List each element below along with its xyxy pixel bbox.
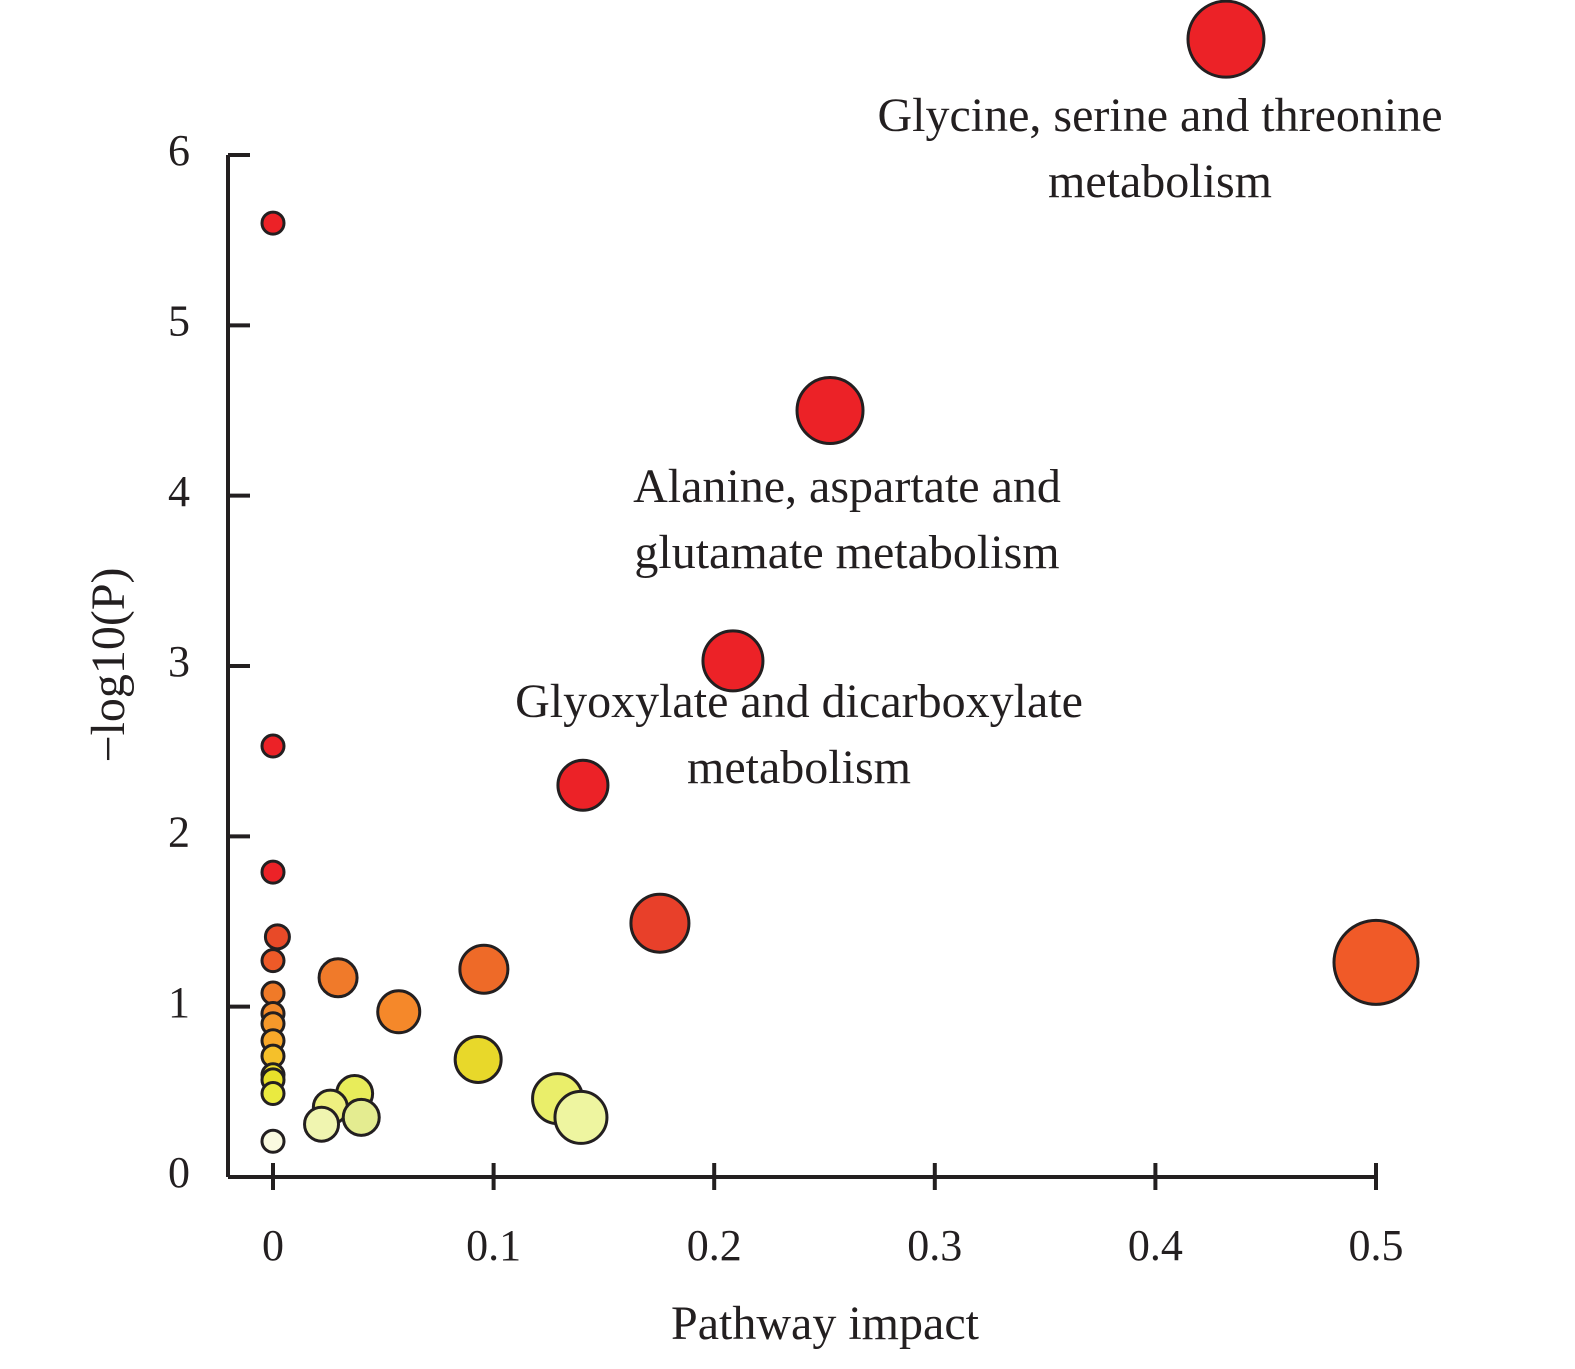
bubble [260, 980, 286, 1006]
bubble [260, 1128, 286, 1154]
bubble [317, 957, 359, 999]
bubble [556, 758, 610, 812]
annotation: glutamate metabolism [634, 526, 1059, 579]
x-tick-label: 0.5 [1349, 1221, 1404, 1270]
bubble [629, 892, 691, 954]
x-tick-label: 0 [262, 1221, 284, 1270]
bubble [701, 629, 765, 693]
annotation: Glycine, serine and threonine [877, 89, 1442, 142]
bubble [1186, 0, 1266, 79]
x-axis-title: Pathway impact [671, 1297, 980, 1350]
bubble [303, 1105, 341, 1143]
bubble [453, 1034, 503, 1084]
bubble [341, 1097, 381, 1137]
x-tick-label: 0.4 [1128, 1221, 1183, 1270]
y-tick-label: 6 [168, 126, 190, 175]
y-tick-label: 4 [168, 467, 190, 516]
bubble [458, 943, 510, 995]
x-tick-label: 0.3 [907, 1221, 962, 1270]
x-tick-label: 0.2 [687, 1221, 742, 1270]
bubble [1332, 918, 1420, 1006]
bubble [795, 376, 865, 445]
bubble [260, 948, 286, 974]
y-tick-label: 1 [168, 978, 190, 1027]
bubble [260, 859, 286, 885]
annotation: Glyoxylate and dicarboxylate [515, 675, 1083, 728]
annotation: metabolism [687, 741, 911, 794]
annotation: Alanine, aspartate and [633, 460, 1061, 513]
y-tick-label: 0 [168, 1148, 190, 1197]
bubble [376, 989, 422, 1035]
x-tick-label: 0.1 [466, 1221, 521, 1270]
bubble [553, 1089, 609, 1145]
y-tick-label: 2 [168, 807, 190, 856]
bubble [260, 733, 286, 759]
bubble [260, 1081, 286, 1107]
y-axis-title: −log10(P) [82, 567, 135, 762]
bubble [260, 210, 286, 236]
bubble [263, 923, 291, 951]
y-tick-label: 5 [168, 296, 190, 345]
y-tick-label: 3 [168, 637, 190, 686]
annotation: metabolism [1048, 155, 1272, 208]
